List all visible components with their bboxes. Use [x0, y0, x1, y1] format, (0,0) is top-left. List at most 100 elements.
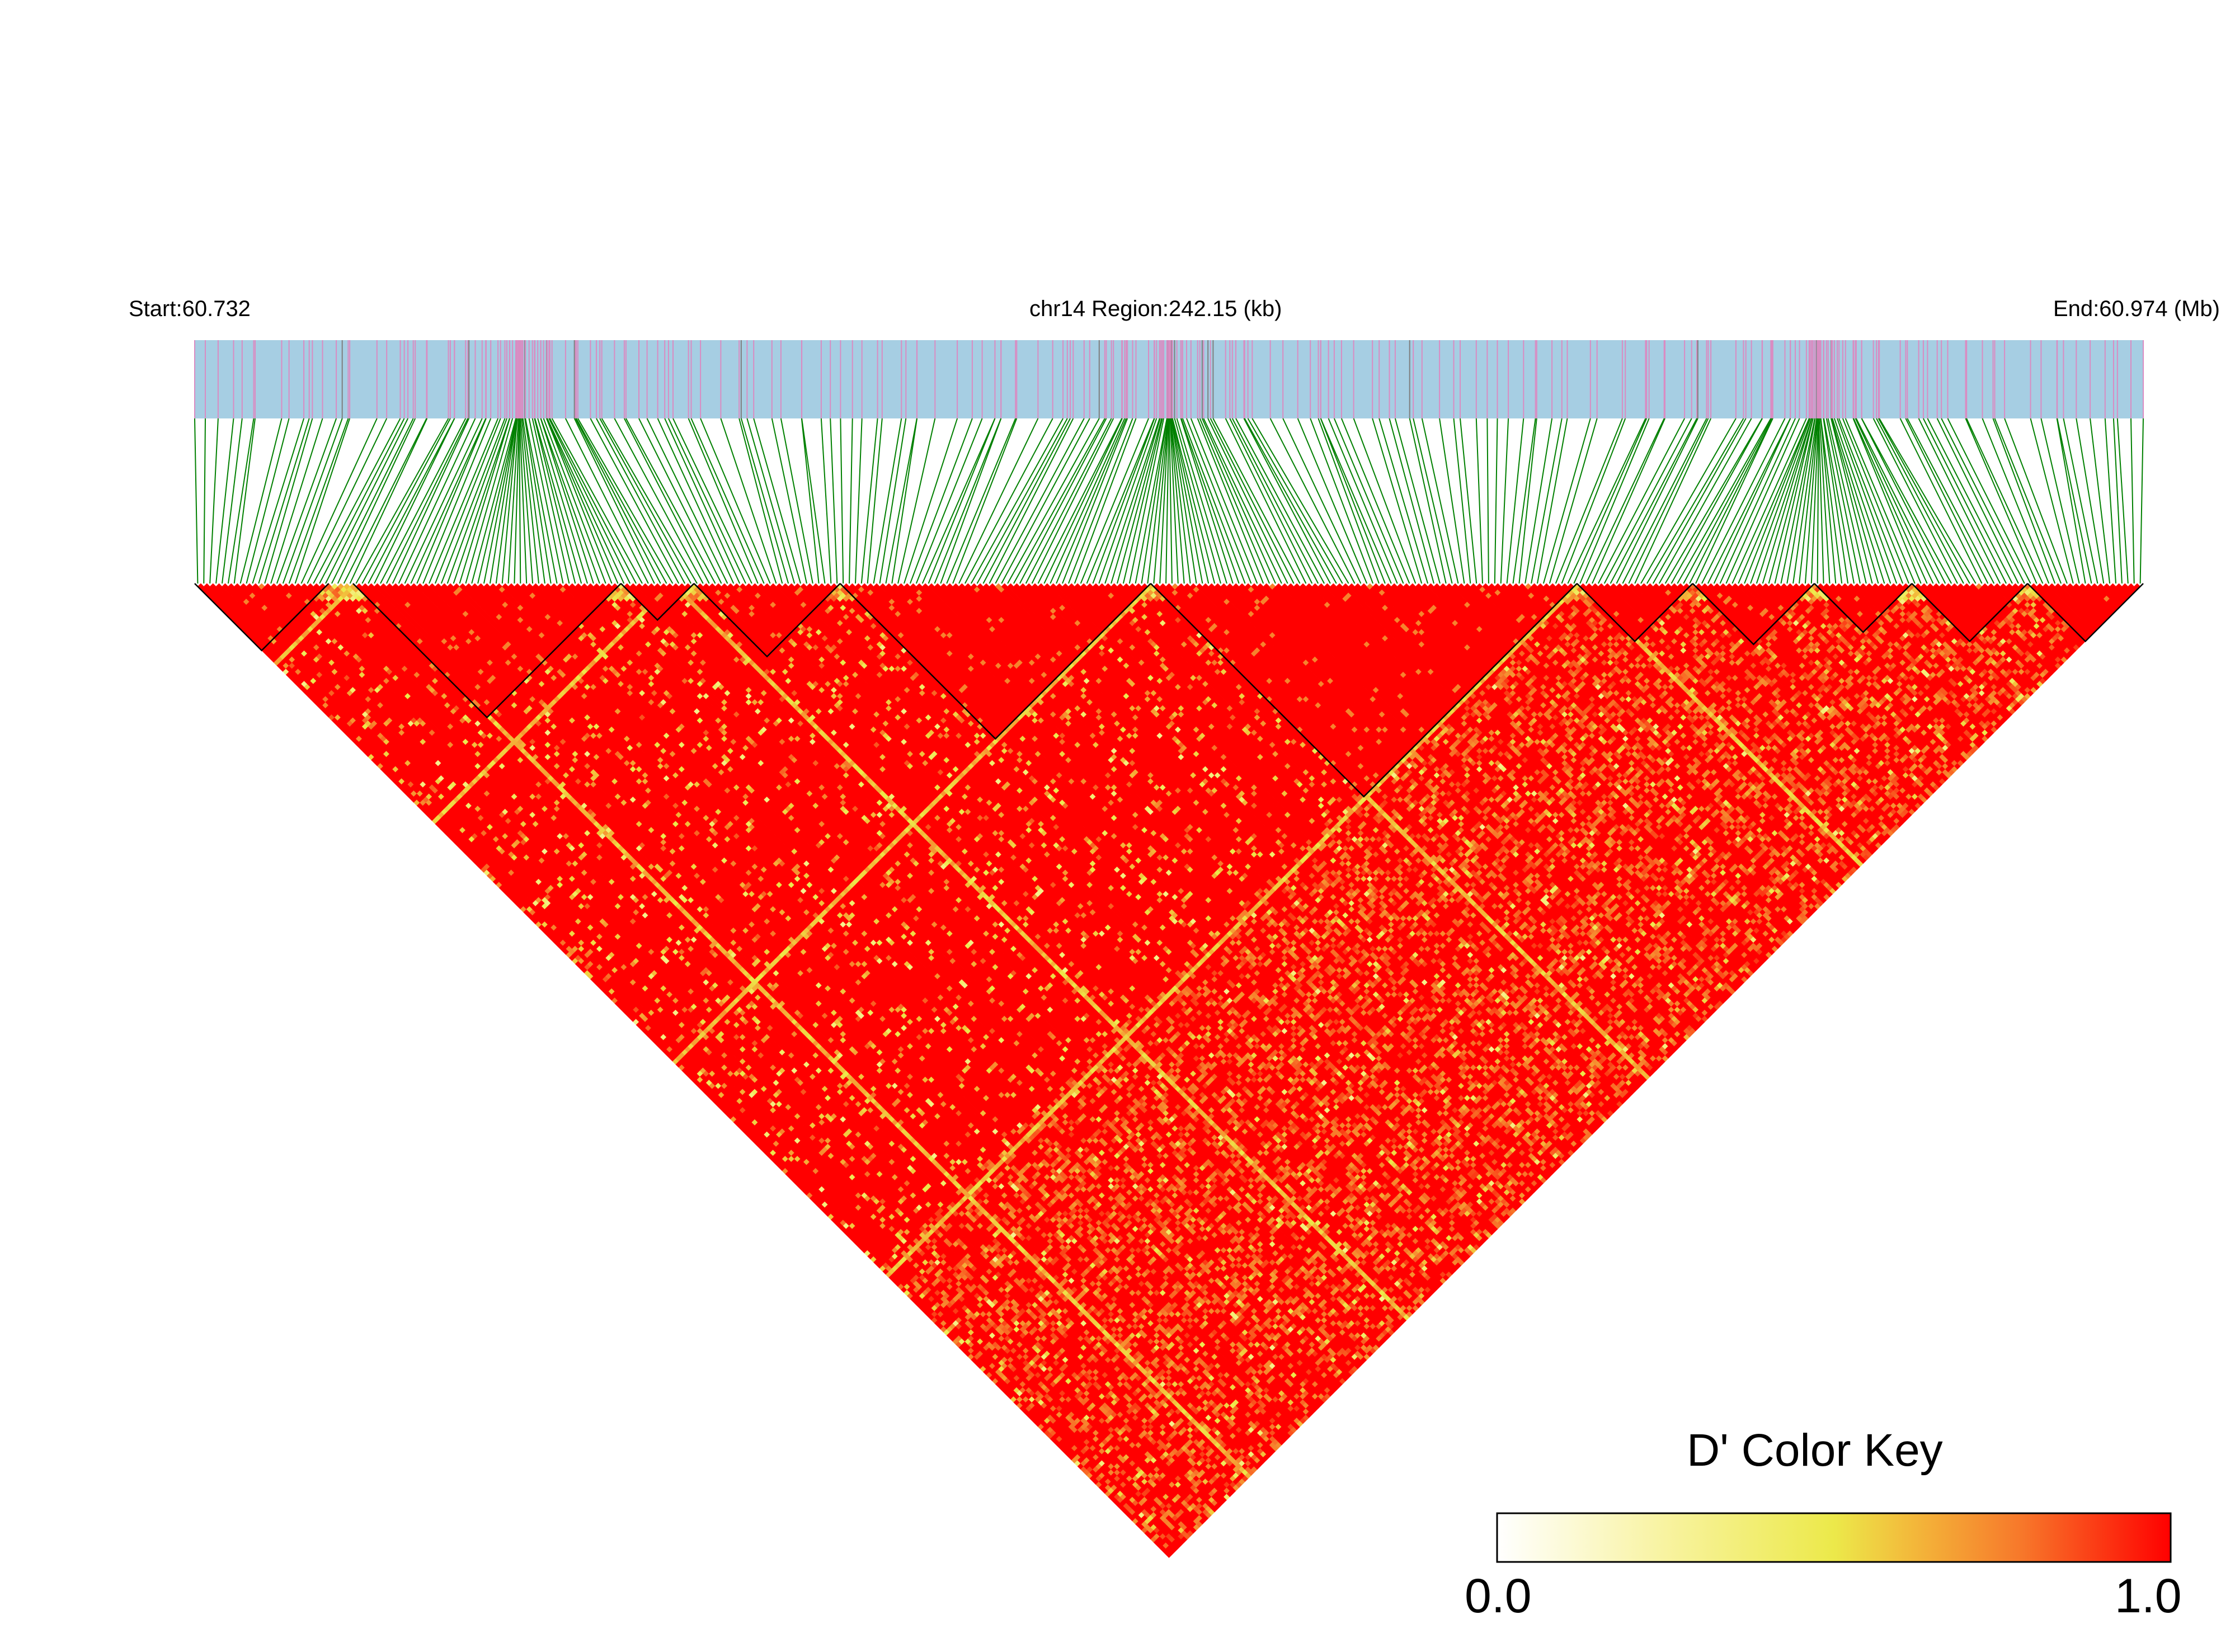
snp-connector	[1641, 418, 1736, 583]
ld-heatmap-cells	[197, 583, 2140, 1558]
snp-connector	[1905, 418, 1988, 583]
snp-connector	[781, 418, 813, 583]
snp-connector	[2057, 418, 2086, 583]
snp-connector	[258, 418, 309, 583]
snp-connector	[478, 418, 516, 583]
snp-connector	[602, 418, 697, 583]
snp-connector	[1026, 418, 1112, 583]
snp-connector	[496, 418, 517, 583]
snp-connector	[1862, 418, 1951, 583]
snp-connector	[1562, 418, 1626, 583]
snp-connector	[1020, 418, 1107, 583]
snp-connector	[1832, 418, 1884, 583]
snp-connector	[1966, 418, 2037, 583]
snp-connector	[1568, 418, 1645, 583]
snp-connector	[1525, 418, 1552, 583]
snp-connector	[1856, 418, 1940, 583]
snp-connector	[1245, 418, 1337, 583]
snp-connector	[1823, 418, 1848, 583]
snp-connector	[405, 418, 482, 583]
snp-connector	[534, 418, 575, 583]
snp-connector	[575, 418, 655, 583]
snp-connector	[435, 418, 501, 583]
snp-connector	[1696, 418, 1773, 583]
snp-connector	[460, 418, 510, 583]
snp-connector	[2057, 418, 2091, 583]
snp-connector	[1714, 418, 1791, 583]
snp-connector	[1519, 418, 1536, 583]
snp-connector	[802, 418, 819, 583]
snp-connector	[624, 418, 709, 583]
snp-connector	[1487, 418, 1489, 583]
snp-connector	[326, 418, 408, 583]
snp-connector	[880, 418, 906, 583]
snp-connector	[277, 418, 336, 583]
snp-connector	[1544, 418, 1591, 583]
snp-connector	[295, 418, 350, 583]
snp-connector	[241, 418, 282, 583]
snp-connector	[1439, 418, 1464, 583]
snp-connector	[1226, 418, 1306, 583]
snp-connector	[700, 418, 770, 583]
snp-connector	[2031, 418, 2073, 583]
snp-connector	[1846, 418, 1915, 583]
snp-connector	[892, 418, 917, 583]
snp-connector	[802, 418, 825, 583]
snp-connector	[1001, 418, 1090, 583]
snp-connector	[1677, 418, 1771, 583]
snp-connector	[1941, 418, 2025, 583]
snp-connector	[1843, 418, 1909, 583]
snp-connector	[1983, 418, 2049, 583]
snp-connector	[204, 418, 205, 583]
snp-connector	[1874, 418, 1958, 583]
snp-connector	[590, 418, 679, 583]
snp-connector	[1252, 418, 1348, 583]
snp-connector	[368, 418, 454, 583]
region-label: chr14 Region:242.15 (kb)	[1029, 296, 1282, 321]
snp-connector	[1507, 418, 1524, 583]
snp-connector	[1605, 418, 1692, 583]
snp-connector	[265, 418, 312, 583]
snp-connector	[2140, 418, 2143, 583]
snp-connector	[1372, 418, 1422, 583]
snp-connector	[923, 418, 995, 583]
snp-connector	[1647, 418, 1744, 583]
snp-connector	[947, 418, 1015, 583]
snp-connector	[1099, 418, 1156, 583]
snp-connector	[2131, 418, 2134, 583]
snp-connector	[600, 418, 691, 583]
snp-connector	[1069, 418, 1133, 583]
snp-connector	[1173, 418, 1215, 583]
snp-connector	[596, 418, 685, 583]
snp-connector	[830, 418, 837, 583]
snp-connector	[1586, 418, 1664, 583]
snp-connector	[989, 418, 1073, 583]
snp-connector	[821, 418, 831, 583]
snp-connector	[380, 418, 465, 583]
snp-connector	[673, 418, 752, 583]
snp-connector	[658, 418, 734, 583]
snp-connector	[1531, 418, 1562, 583]
snp-position-track	[195, 340, 2143, 418]
snp-connector	[1111, 418, 1160, 583]
snp-connector	[1087, 418, 1155, 583]
snp-connector	[1202, 418, 1276, 583]
snp-connector	[874, 418, 902, 583]
snp-connector	[1853, 418, 1921, 583]
snp-connector-lines	[195, 418, 2143, 583]
snp-connector	[1038, 418, 1122, 583]
snp-connector	[1598, 418, 1685, 583]
snp-connector	[689, 418, 758, 583]
snp-connector	[840, 418, 843, 583]
snp-connector	[747, 418, 794, 583]
snp-connector	[1879, 418, 1970, 583]
snp-connector	[2041, 418, 2079, 583]
snp-connector	[1476, 418, 1483, 583]
snp-connector	[1744, 418, 1809, 583]
snp-connector	[547, 418, 612, 583]
snp-connector	[1993, 418, 2055, 583]
snp-connector	[411, 418, 486, 583]
snp-connector	[2005, 418, 2067, 583]
snp-connector	[195, 418, 197, 583]
